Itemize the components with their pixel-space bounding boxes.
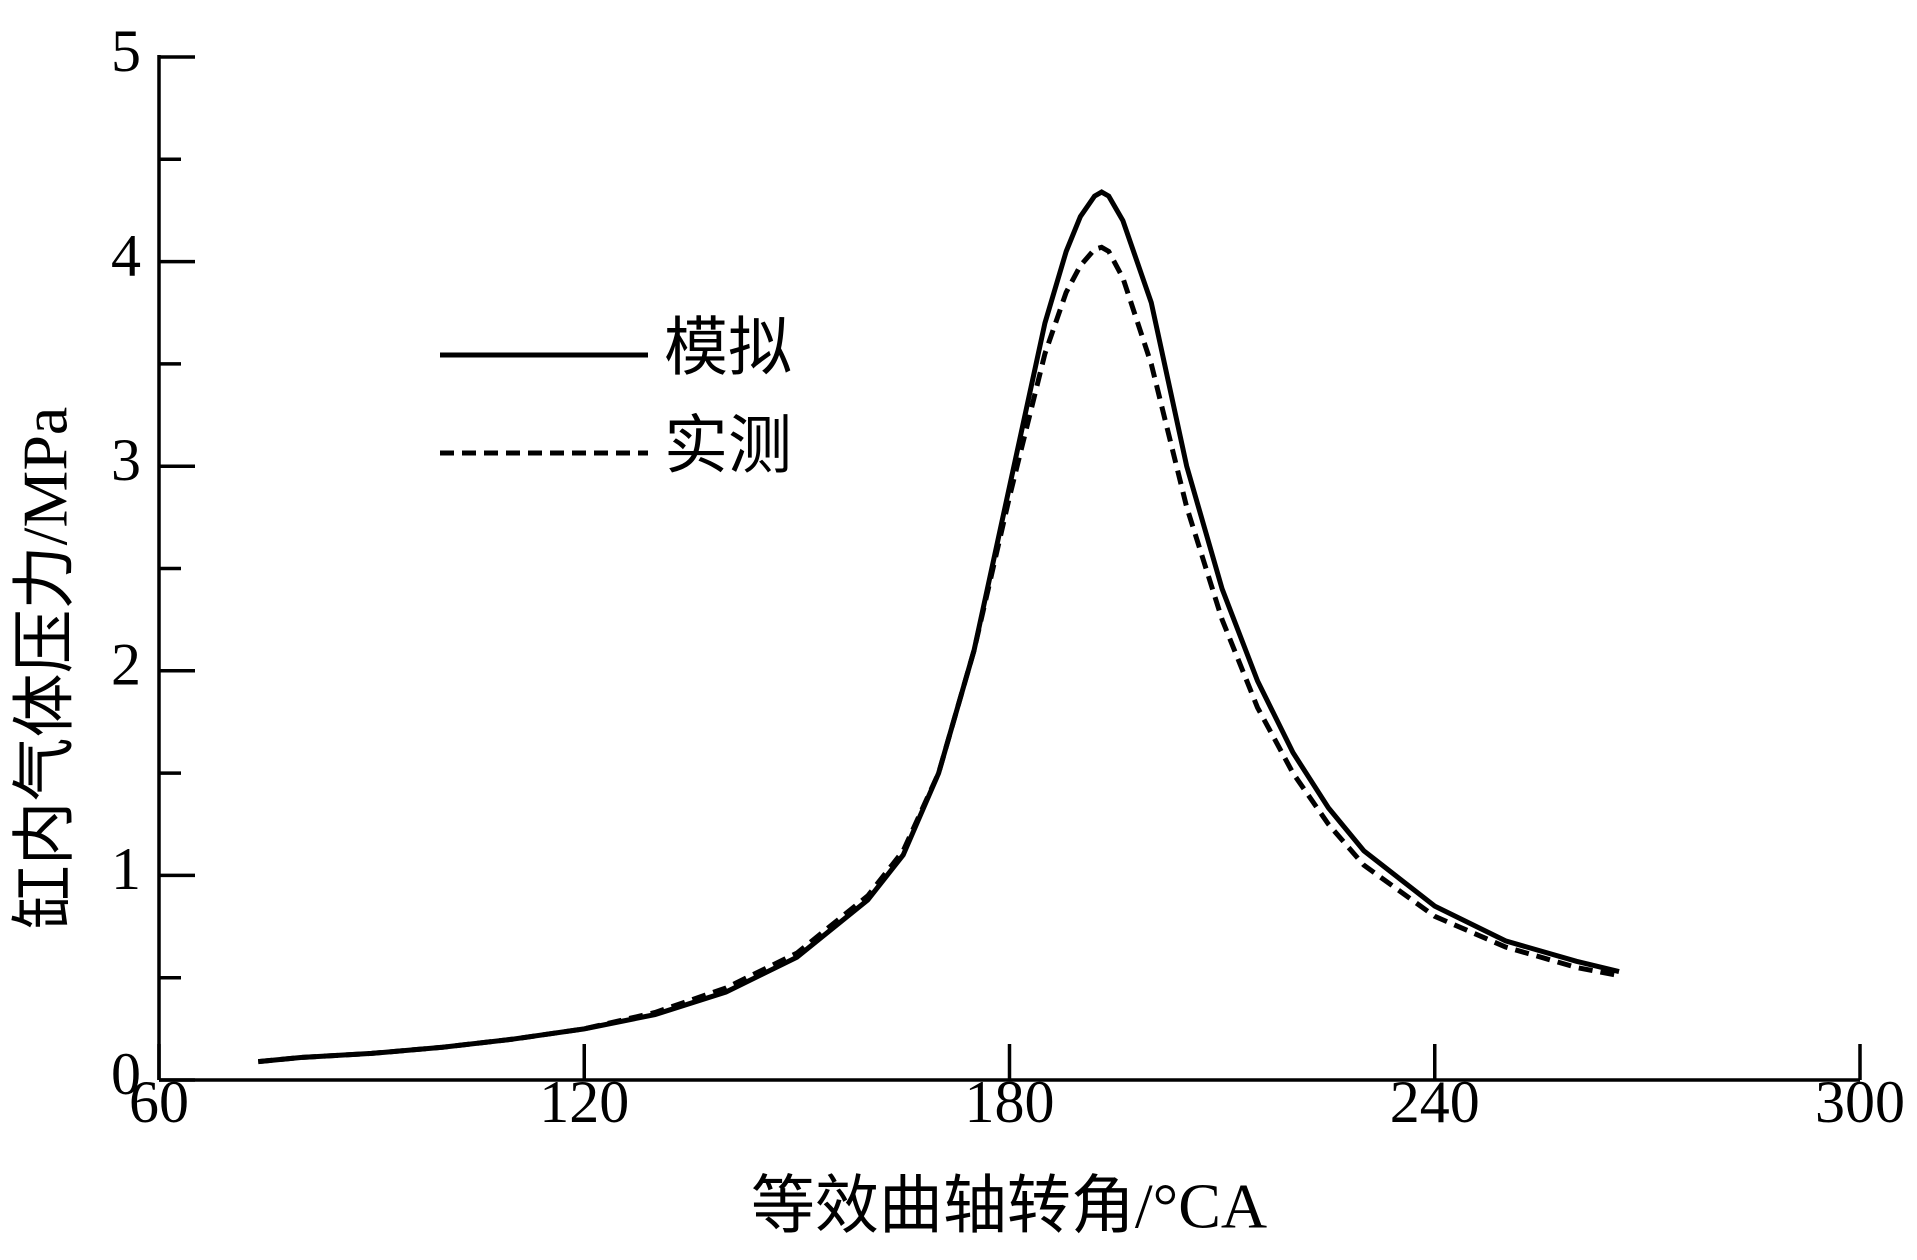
x-tick-label: 240 bbox=[1390, 1069, 1480, 1135]
y-tick-label: 5 bbox=[111, 18, 141, 84]
y-tick-label: 0 bbox=[111, 1041, 141, 1107]
y-axis-label: 缸内气体压力/MPa bbox=[10, 407, 81, 930]
legend-label: 实测 bbox=[664, 411, 792, 482]
y-tick-label: 3 bbox=[111, 427, 141, 493]
legend-label: 模拟 bbox=[664, 313, 792, 384]
line bbox=[257, 244, 1620, 1065]
x-tick-label: 60 bbox=[129, 1069, 189, 1135]
x-tick-label: 180 bbox=[965, 1069, 1055, 1135]
y-tick-label: 2 bbox=[111, 632, 141, 698]
y-tick-label: 1 bbox=[111, 836, 141, 902]
x-tick-label: 120 bbox=[539, 1069, 629, 1135]
x-axis-label: 等效曲轴转角/°CA bbox=[751, 1171, 1267, 1242]
x-tick-label: 300 bbox=[1815, 1069, 1905, 1135]
line bbox=[257, 189, 1620, 1065]
y-tick-label: 4 bbox=[111, 222, 141, 288]
